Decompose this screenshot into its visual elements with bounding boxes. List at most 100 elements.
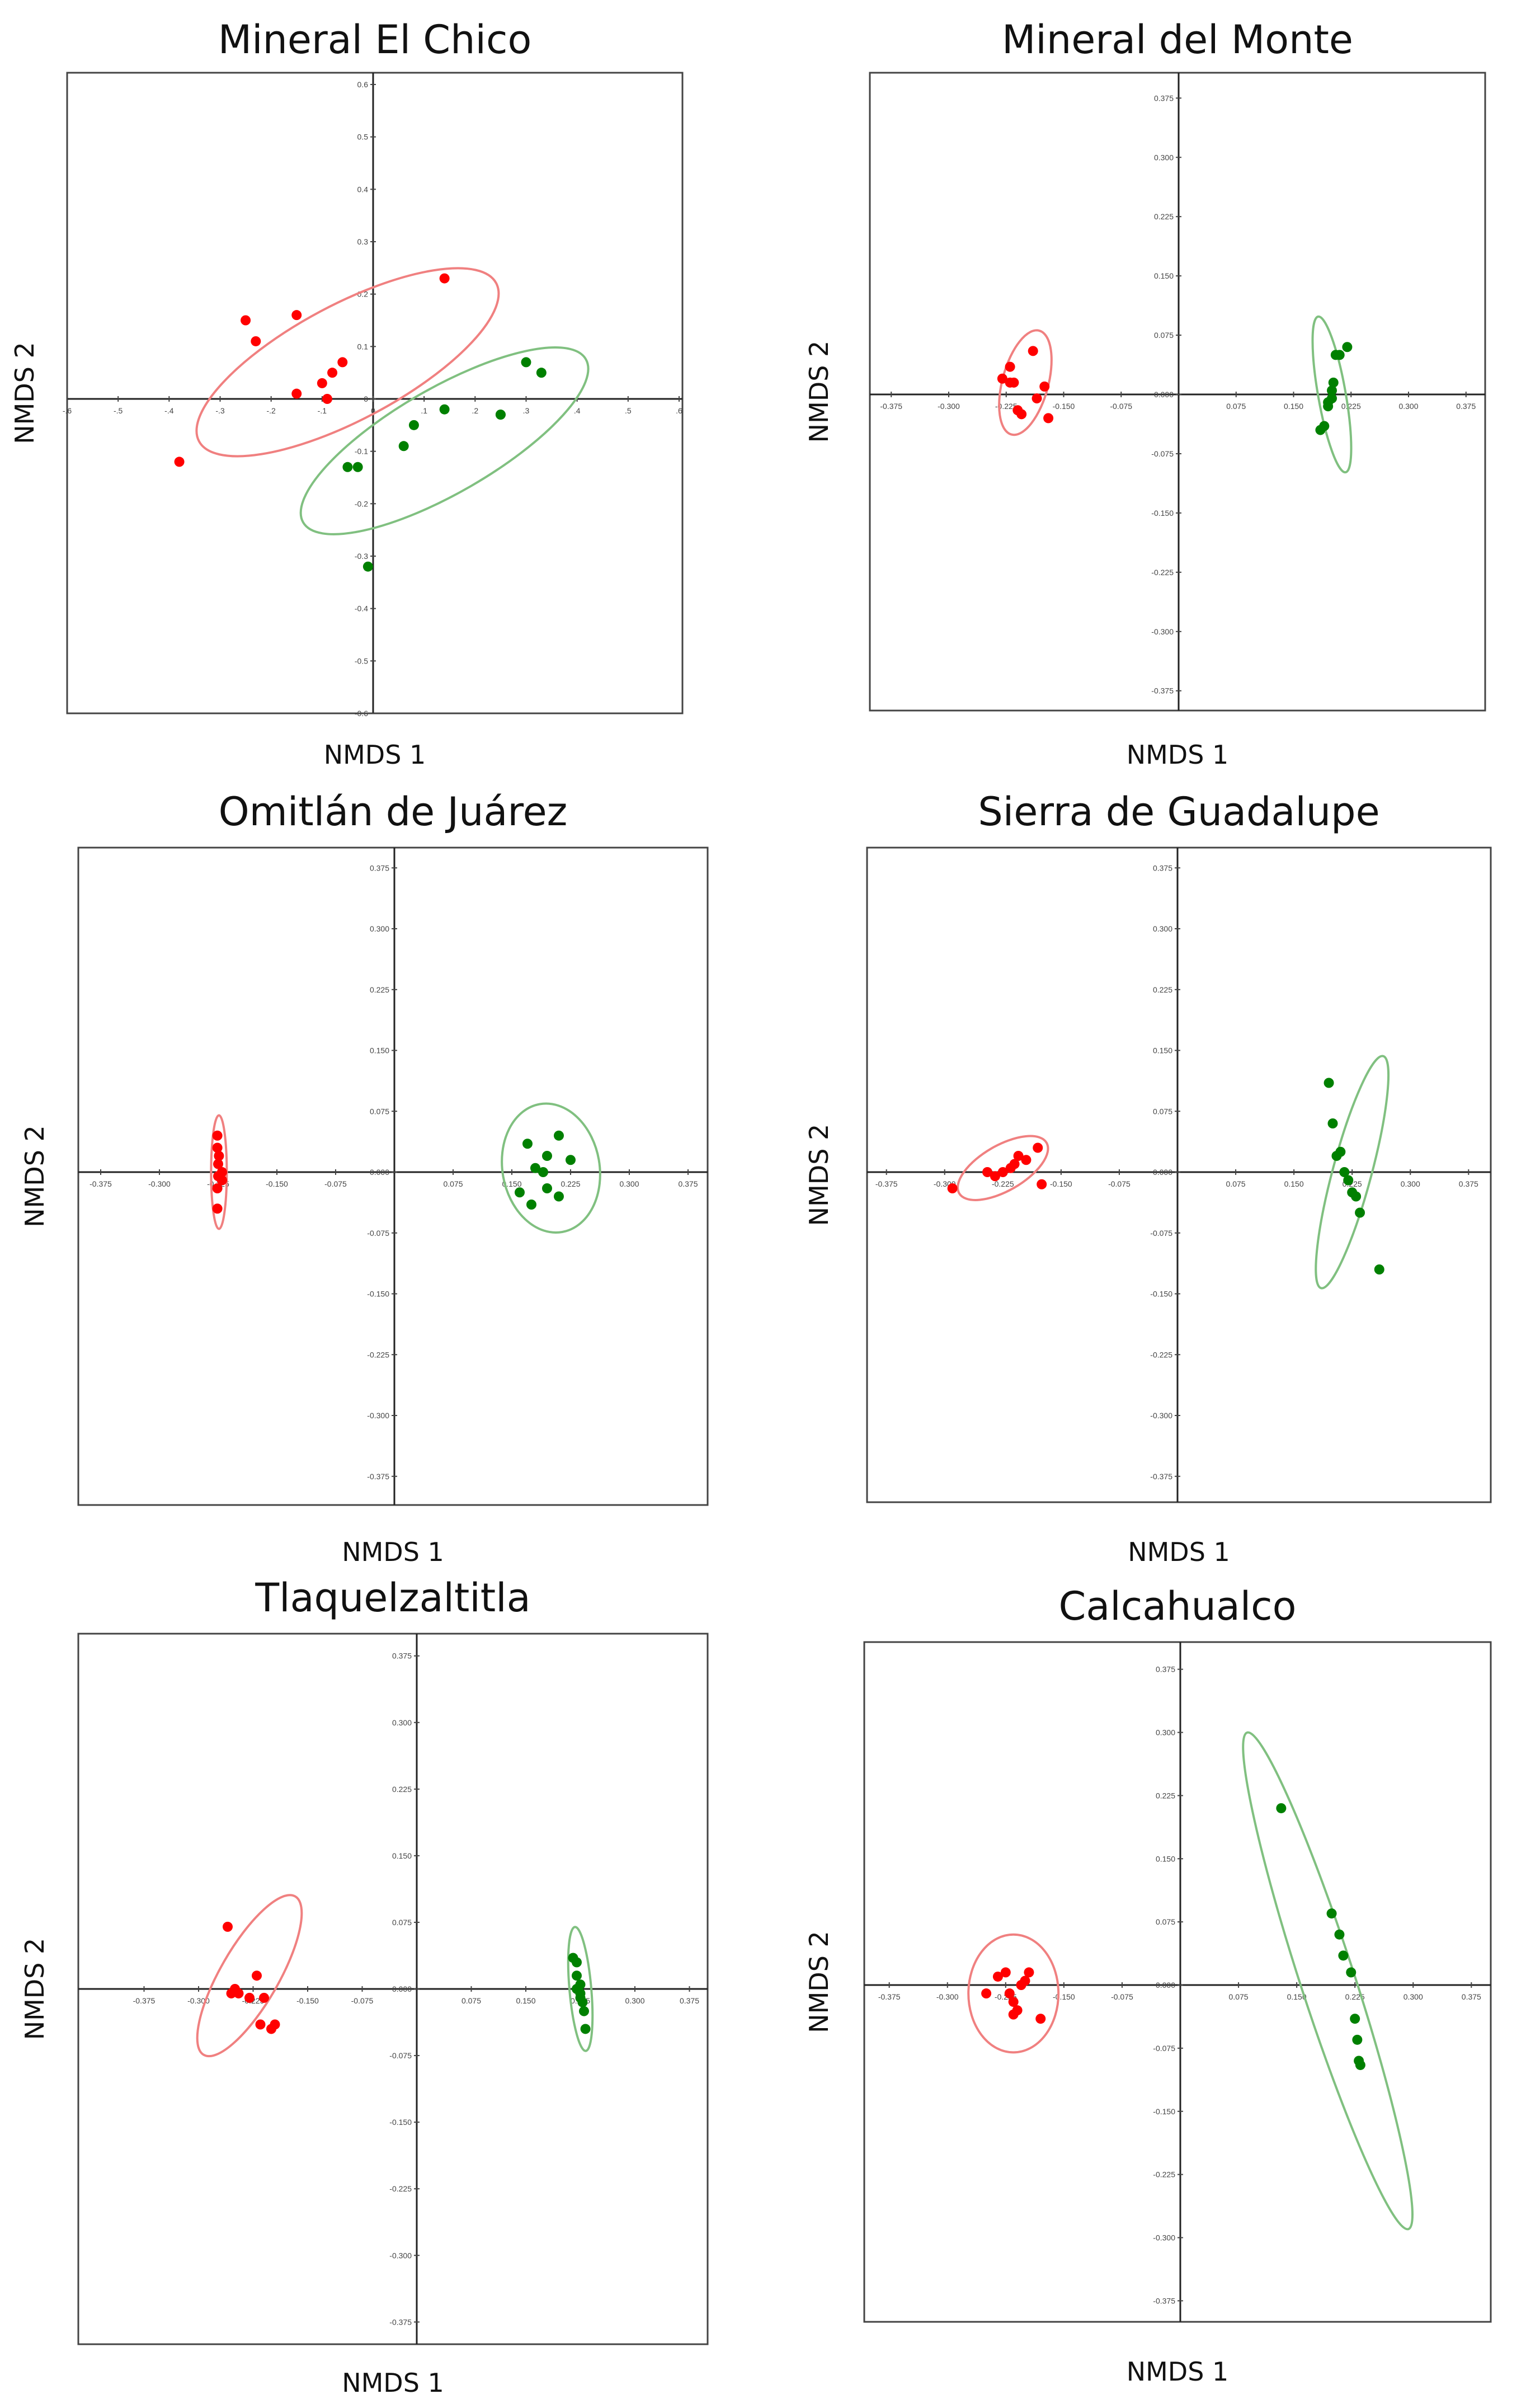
data-point-green [1343,1175,1354,1186]
data-point-red [990,1171,1000,1182]
x-tick-label: -0.150 [1053,402,1075,411]
x-tick-label: -.4 [164,406,174,415]
x-tick-label: -0.300 [936,1992,959,2001]
data-point-red [1013,1151,1024,1161]
data-point-red [252,1970,262,1981]
x-tick-label: -0.375 [875,1179,898,1188]
data-point-green [572,1957,582,1968]
y-tick-label: -0.225 [389,2184,412,2193]
y-tick-label: -0.6 [355,709,368,718]
y-tick-label: 0 [364,394,368,403]
y-tick-label: -0.075 [367,1229,389,1238]
x-tick-label: 0.075 [443,1179,463,1188]
data-point-green [1355,2059,1365,2070]
data-point-green [1327,385,1337,396]
x-tick-label: 0.150 [1284,1179,1304,1188]
y-tick-label: 0.075 [1153,1107,1172,1116]
data-point-green [530,1163,540,1173]
data-point-green [526,1200,536,1210]
data-point-green [1374,1264,1384,1274]
data-point-red [291,388,302,399]
y-tick-label: 0.150 [392,1851,412,1860]
data-point-green [521,357,531,368]
data-point-red [439,273,450,284]
y-tick-label: 0.6 [357,80,369,89]
y-tick-label: -0.4 [355,604,368,613]
data-point-red [317,378,327,388]
data-point-green [522,1139,533,1149]
y-tick-label: 0.000 [370,1168,389,1177]
chart-panel: -0.375 -0.300 -0.225 -0.150 -0.075 0.075 0.150… [804,1583,1492,2387]
data-point-green [398,441,409,452]
y-tick-label: 0.300 [1154,153,1174,162]
data-point-green [362,561,373,572]
x-tick-label: -0.150 [1050,1179,1072,1188]
y-tick-label: -0.300 [1151,627,1174,636]
confidence-ellipse-green [501,1102,601,1234]
x-tick-label: 0.375 [680,1996,699,2005]
y-tick-label: -0.075 [1151,449,1174,458]
y-tick-label: 0.000 [392,1984,412,1993]
y-tick-label: 0.300 [1156,1728,1175,1737]
data-point-green [1355,1207,1365,1218]
y-axis-label: NMDS 2 [804,1124,834,1226]
x-axis-label: NMDS 1 [342,2368,444,2398]
x-axis-label: NMDS 1 [1128,1537,1230,1567]
data-point-red [981,1988,992,1999]
data-point-green [495,410,506,420]
data-point-green [1327,1118,1338,1128]
data-point-red [270,2019,280,2030]
data-point-red [251,336,261,346]
y-tick-label: -0.150 [367,1290,389,1299]
chart-panel: -0.375 -0.300 -0.225 -0.150 -0.075 0.075 0.150… [20,1575,709,2398]
data-point-green [579,2006,589,2016]
y-axis-label: NMDS 2 [10,342,40,444]
confidence-ellipse-green [1311,315,1353,474]
data-point-red [241,315,251,326]
y-tick-label: 0.300 [1153,924,1172,933]
x-tick-label: .2 [472,406,478,415]
x-tick-label: -0.075 [1110,402,1132,411]
y-tick-label: 0.3 [357,237,369,246]
data-point-green [1338,1950,1349,1961]
y-tick-label: 0.375 [1156,1665,1175,1674]
confidence-ellipse-red [196,1894,303,2058]
x-tick-label: 0.150 [1284,402,1303,411]
plot-frame [77,846,709,1506]
x-tick-label: -0.075 [1111,1992,1133,2001]
data-point-green [538,1167,548,1177]
x-tick-label: -0.375 [90,1179,112,1188]
y-tick-label: -0.225 [367,1350,389,1359]
x-tick-label: 0 [371,406,375,415]
y-tick-label: 0.300 [370,924,389,933]
x-tick-label: -0.150 [266,1179,288,1188]
y-axis-label: NMDS 2 [804,1931,834,2033]
data-point-green [1328,377,1339,388]
y-tick-label: -0.375 [389,2317,412,2326]
y-axis-label: NMDS 2 [20,1938,50,2040]
data-point-green [554,1130,564,1141]
chart-title: Mineral del Monte [1002,17,1353,63]
y-tick-label: 0.000 [1156,1981,1175,1990]
y-tick-label: 0.075 [1154,331,1174,340]
confidence-ellipse-green [1315,1055,1390,1290]
data-point-green [1276,1803,1287,1813]
x-tick-label: .1 [421,406,427,415]
data-point-green [554,1191,564,1202]
x-tick-label: -.5 [114,406,123,415]
data-point-green [1350,2014,1360,2024]
y-tick-label: -0.300 [1153,2233,1175,2242]
y-tick-label: 0.225 [1154,212,1174,221]
y-tick-label: -0.075 [1153,2044,1175,2053]
data-point-green [352,462,363,472]
y-tick-label: -0.1 [355,447,368,456]
data-point-red [1039,381,1050,392]
data-point-red [212,1142,223,1153]
chart-title: Sierra de Guadalupe [978,789,1379,835]
data-point-green [515,1187,525,1198]
chart-panel: -0.375 -0.300 -0.225 -0.150 -0.075 0.075 0.150… [20,789,709,1567]
x-tick-label: 0.300 [1403,1992,1423,2001]
y-tick-label: -0.375 [1151,686,1174,695]
chart-title: Calcahualco [1059,1583,1297,1629]
plot-frame [869,72,1486,712]
